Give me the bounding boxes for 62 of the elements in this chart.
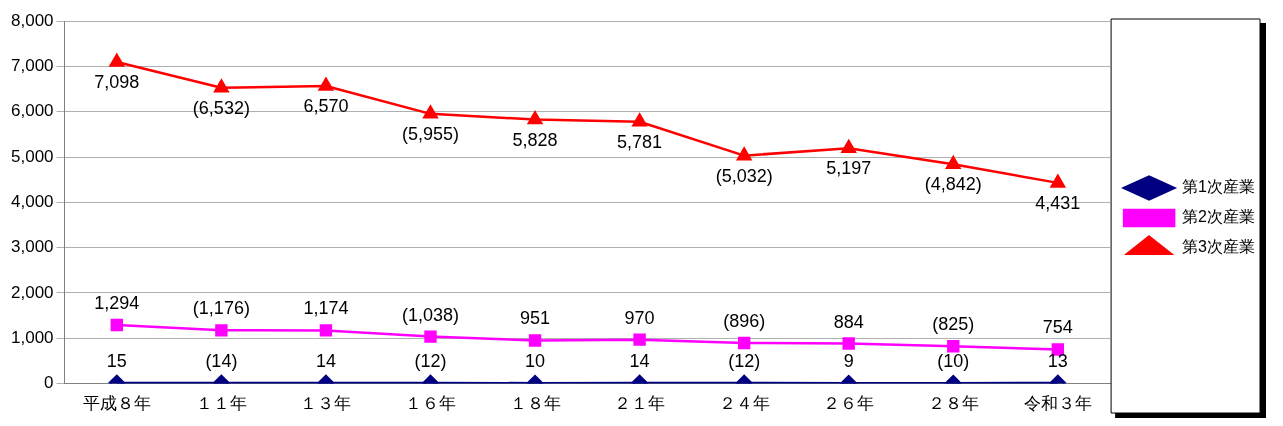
x-tick-label: ２８年	[927, 394, 979, 414]
y-tick-label: 1,000	[10, 327, 54, 347]
data-label: 10	[525, 351, 546, 372]
x-tick-label: 令和３年	[1023, 394, 1092, 414]
y-tick-label: 7,000	[10, 56, 54, 76]
data-label: (1,038)	[401, 304, 460, 325]
point	[945, 156, 961, 170]
data-label: 5,197	[826, 158, 872, 179]
data-label: 14	[315, 350, 336, 371]
data-label: (5,955)	[401, 123, 460, 144]
data-label: 1,174	[303, 298, 349, 319]
legend-label: 第1次産業	[1182, 178, 1256, 196]
data-label: 884	[833, 311, 864, 332]
data-label: (14)	[205, 350, 238, 371]
data-label: 970	[624, 307, 655, 328]
data-label: (825)	[932, 314, 975, 335]
x-tick-label: １３年	[300, 394, 352, 414]
legend-label: 第2次産業	[1182, 208, 1256, 226]
point	[423, 105, 438, 119]
point	[841, 139, 857, 153]
data-label: (6,532)	[192, 97, 250, 118]
data-label: 951	[520, 308, 551, 329]
point	[109, 53, 125, 67]
y-tick-label: 5,000	[10, 146, 54, 166]
data-label: 7,098	[94, 72, 140, 93]
data-label: 5,781	[617, 131, 663, 152]
y-tick-label: 8,000	[10, 10, 54, 30]
data-label: 14	[629, 350, 650, 371]
data-label: (12)	[728, 351, 761, 372]
legend-label: 第3次産業	[1182, 238, 1256, 256]
data-label: (896)	[723, 310, 766, 331]
x-tick-label: １８年	[509, 394, 561, 414]
y-tick-label: 4,000	[10, 192, 54, 212]
data-label: 754	[1042, 317, 1073, 338]
point	[318, 77, 334, 91]
point	[527, 111, 543, 125]
x-tick-label: １６年	[404, 394, 456, 414]
point	[632, 113, 647, 127]
data-label: (10)	[937, 351, 970, 372]
data-label: 13	[1047, 350, 1068, 371]
x-tick-label: ２４年	[718, 394, 770, 414]
data-label: 4,431	[1035, 192, 1081, 213]
data-label: 15	[106, 350, 127, 371]
point	[736, 147, 752, 161]
y-tick-label: 2,000	[10, 282, 54, 302]
point	[1050, 174, 1066, 188]
point	[214, 79, 229, 93]
data-label: (4,842)	[924, 174, 982, 195]
data-label: (12)	[414, 351, 447, 372]
data-label: (1,176)	[192, 298, 250, 319]
x-tick-label: ２６年	[823, 394, 875, 414]
y-tick-label: 3,000	[10, 237, 54, 257]
data-label: (5,032)	[715, 165, 773, 186]
data-label: 9	[843, 351, 854, 372]
x-tick-label: １１年	[195, 394, 247, 414]
y-tick-label: 0	[44, 373, 54, 393]
y-tick-label: 6,000	[10, 101, 54, 121]
x-tick-label: 平成８年	[82, 394, 151, 414]
data-label: 5,828	[512, 129, 558, 150]
data-label: 1,294	[94, 292, 140, 313]
data-label: 6,570	[303, 95, 349, 116]
x-tick-label: ２１年	[614, 394, 666, 414]
